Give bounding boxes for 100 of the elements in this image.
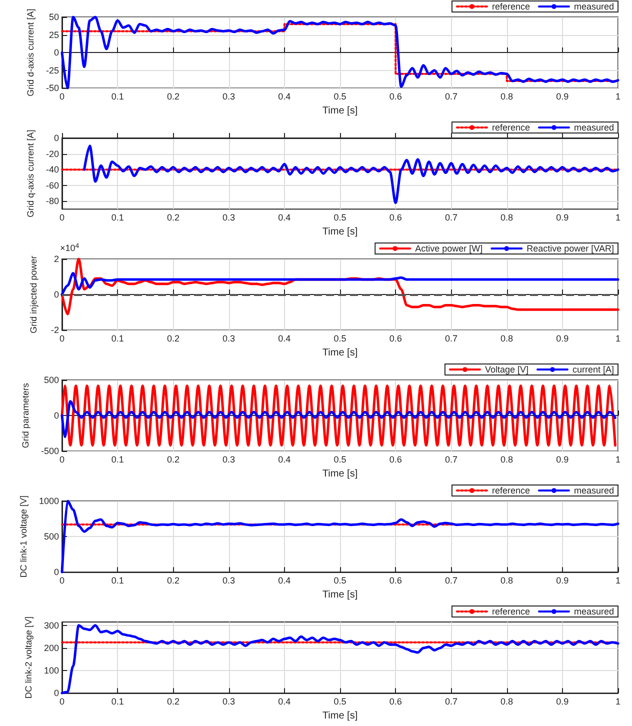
x-tick-label: 0.9: [556, 696, 569, 707]
y-axis-title: Grid d-axis current [A]: [26, 8, 36, 96]
x-tick-label: 0.6: [389, 334, 402, 344]
y-tick-label: 200: [44, 642, 59, 653]
line-series: [82, 144, 620, 204]
x-tick-label: 0.5: [334, 92, 346, 102]
x-tick-label: 0.7: [444, 454, 458, 465]
x-tick-label: 1: [615, 334, 621, 344]
x-tick-label: 0.2: [166, 92, 180, 102]
x-tick-label: 0.1: [111, 212, 124, 223]
x-tick-label: 0.9: [556, 576, 569, 586]
y-tick-label: 50: [48, 12, 59, 22]
legend-label: reference: [492, 606, 530, 616]
x-tick-label: 0.1: [111, 92, 124, 102]
y-tick-label: -80: [46, 196, 59, 206]
y-tick-label: -20: [46, 148, 59, 159]
y-tick-label: -60: [46, 180, 59, 190]
x-tick-label: 1: [615, 696, 621, 707]
x-tick-label: 0.8: [500, 454, 514, 465]
x-tick-label: 1: [615, 92, 621, 102]
x-tick-label: 0.3: [222, 92, 236, 102]
y-axis-title: DC link-2 voltage [V]: [24, 616, 34, 699]
x-tick-label: 0.2: [166, 334, 180, 344]
y-tick-label: 500: [44, 532, 59, 542]
y-tick-label: 0: [54, 133, 59, 143]
line-series: [60, 272, 620, 296]
x-tick-label: 0.5: [334, 334, 346, 344]
x-tick-label: 0.9: [556, 92, 569, 102]
legend-label: reference: [492, 122, 530, 132]
x-tick-label: 0.1: [111, 576, 124, 586]
x-tick-label: 0.3: [222, 334, 236, 344]
legend-label: measured: [574, 606, 614, 616]
y-tick-label: 0: [54, 290, 59, 300]
y-tick-label: 2: [54, 254, 59, 264]
y-tick-label: 1000: [38, 496, 59, 506]
y-tick-label: 0: [54, 688, 59, 698]
legend-label: measured: [574, 486, 614, 496]
x-axis-title: Time [s]: [322, 468, 358, 480]
x-tick-label: 0.9: [556, 334, 569, 344]
x-axis-title: Time [s]: [322, 710, 358, 722]
x-tick-label: 0.7: [444, 92, 458, 102]
x-tick-label: 0.3: [222, 212, 236, 223]
y-axis-title: Grid q-axis current [A]: [26, 130, 36, 218]
x-axis-title: Time [s]: [322, 106, 358, 116]
x-tick-label: 0.3: [222, 454, 236, 465]
x-tick-label: 0.7: [444, 212, 458, 223]
legend-label: current [A]: [572, 364, 614, 374]
x-tick-label: 0.6: [389, 696, 402, 707]
x-tick-label: 1: [615, 212, 621, 223]
x-tick-label: 0.7: [444, 334, 458, 344]
x-tick-label: 0.6: [389, 92, 402, 102]
x-tick-label: 0.7: [444, 576, 458, 586]
x-tick-label: 0.8: [500, 92, 514, 102]
x-tick-label: 0.4: [278, 334, 291, 344]
x-tick-label: 0.5: [334, 454, 346, 465]
legend-label: Reactive power [VAR]: [526, 244, 614, 254]
y-tick-label: 300: [44, 620, 59, 630]
x-tick-label: 0.1: [111, 334, 124, 344]
y-tick-label: -25: [46, 65, 59, 76]
y-tick-label: 0: [54, 567, 59, 578]
line-series: [60, 16, 620, 90]
legend-label: measured: [574, 122, 614, 132]
y-tick-label: 0: [54, 48, 59, 58]
x-tick-label: 0.5: [334, 696, 346, 707]
x-tick-label: 0.4: [278, 212, 291, 223]
line-series: [60, 500, 620, 574]
x-tick-label: 0.1: [111, 454, 124, 465]
x-tick-label: 0.8: [500, 576, 514, 586]
y-axis-title: Grid parameters: [20, 382, 31, 448]
x-tick-label: 0.5: [334, 212, 346, 223]
x-axis-title: Time [s]: [322, 226, 358, 238]
x-axis-title: Time [s]: [322, 348, 358, 358]
x-tick-label: 0.2: [166, 696, 180, 707]
x-tick-label: 0.9: [556, 212, 569, 223]
x-tick-label: 0.4: [278, 576, 291, 586]
y-tick-label: -50: [46, 83, 59, 94]
x-tick-label: 0.4: [278, 696, 291, 707]
y-axis-title: Grid injected power: [28, 256, 38, 334]
x-tick-label: 0.6: [389, 212, 402, 223]
y-tick-label: -500: [40, 446, 59, 456]
legend-label: reference: [492, 486, 530, 496]
legend-label: measured: [574, 2, 614, 12]
x-tick-label: 0.6: [389, 576, 402, 586]
x-tick-label: 0.4: [278, 454, 291, 465]
legend-label: Active power [W]: [415, 244, 483, 254]
y-tick-label: 0: [54, 410, 59, 421]
x-tick-label: 1: [615, 576, 621, 586]
x-tick-label: 1: [615, 454, 621, 465]
x-tick-label: 0.3: [222, 576, 236, 586]
x-tick-label: 0.2: [166, 454, 180, 465]
y-tick-label: -2: [50, 325, 59, 336]
x-tick-label: 0.1: [111, 696, 124, 707]
x-tick-label: 0.7: [444, 696, 458, 707]
legend-label: Voltage [V]: [484, 364, 528, 374]
x-tick-label: 0.5: [334, 576, 346, 586]
x-tick-label: 0.6: [389, 454, 402, 465]
y-tick-label: 500: [44, 375, 59, 385]
y-tick-label: 100: [44, 666, 59, 676]
line-series: [60, 400, 616, 438]
x-tick-label: 0.8: [500, 212, 514, 223]
